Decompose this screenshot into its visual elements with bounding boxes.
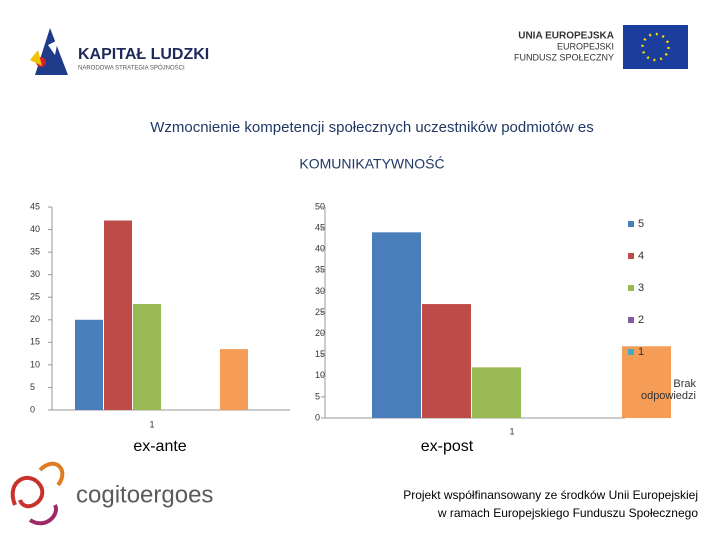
legend-marker [628, 285, 634, 291]
y-tick-label: 0 [315, 412, 320, 422]
y-tick-label: 35 [315, 265, 325, 275]
bar [372, 232, 421, 418]
y-tick-label: 40 [315, 244, 325, 254]
y-tick-label: 15 [315, 349, 325, 359]
legend-label: 4 [638, 250, 645, 262]
slide-subtitle: KOMUNIKATYWNOŚĆ [299, 155, 444, 172]
y-tick-label: 40 [30, 224, 40, 234]
bar [220, 349, 248, 410]
y-tick-label: 45 [30, 201, 40, 211]
bar [133, 303, 161, 410]
legend-marker [628, 317, 634, 323]
legend-label: Brak odpowiedzi [640, 378, 696, 402]
legend-entry: 4 [628, 250, 696, 262]
logo-ue-line: FUNDUSZ SPOŁECZNY [514, 52, 614, 62]
y-tick-label: 25 [30, 292, 40, 302]
legend-label: 2 [638, 314, 645, 326]
legend-marker [628, 381, 633, 387]
logo-subtitle: NARODOWA STRATEGIA SPÓJNOŚCI [78, 64, 185, 72]
legend-entry: 2 [628, 314, 696, 326]
legend-entry: 5 [628, 218, 696, 230]
y-tick-label: 10 [315, 370, 325, 380]
y-tick-label: 20 [30, 314, 40, 324]
y-tick-label: 30 [30, 269, 40, 279]
logo-cogito-text: cogitoergoes [76, 481, 213, 508]
legend-label: 5 [638, 218, 645, 230]
legend-entry: 1 [628, 346, 696, 358]
logo-ue-line: UNIA EUROPEJSKA [518, 31, 614, 42]
bar [104, 220, 132, 410]
legend-label: 3 [638, 282, 645, 294]
y-tick-label: 25 [315, 307, 325, 317]
logo-kapital: KAPITAŁ LUDZKI NARODOWA STRATEGIA SPÓJNO… [30, 28, 209, 75]
x-axis-label: ex-ante [133, 438, 186, 455]
x-tick-label: 1 [149, 419, 154, 429]
y-tick-label: 50 [315, 201, 325, 211]
y-tick-label: 15 [30, 337, 40, 347]
logo-ue-line: EUROPEJSKI [557, 41, 614, 51]
y-tick-label: 35 [30, 246, 40, 256]
legend-entry: 3 [628, 282, 696, 294]
footer-line: w ramach Europejskiego Funduszu Społeczn… [437, 506, 698, 520]
legend-label: 1 [638, 346, 645, 358]
bar [422, 304, 471, 418]
y-tick-label: 10 [30, 359, 40, 369]
y-tick-label: 5 [315, 391, 320, 401]
y-tick-label: 45 [315, 222, 325, 232]
bar [472, 367, 521, 418]
y-tick-label: 30 [315, 286, 325, 296]
logo-cogito: cogitoergoes [10, 461, 213, 526]
x-axis-label: ex-post [421, 438, 474, 455]
footer-line: Projekt współfinansowany ze środków Unii… [403, 488, 698, 502]
legend-marker [628, 221, 634, 227]
y-tick-label: 5 [30, 382, 35, 392]
slide-title: Wzmocnienie kompetencji społecznych ucze… [150, 119, 594, 136]
bar [75, 319, 103, 410]
logo-ue: UNIA EUROPEJSKA EUROPEJSKI FUNDUSZ SPOŁE… [514, 25, 688, 69]
legend-marker [628, 253, 634, 259]
logo-title: KAPITAŁ LUDZKI [78, 46, 209, 63]
x-tick-label: 1 [509, 426, 514, 436]
legend-entry: Brak odpowiedzi [628, 378, 696, 402]
y-tick-label: 0 [30, 404, 35, 414]
legend-marker [628, 349, 634, 355]
y-tick-label: 20 [315, 328, 325, 338]
